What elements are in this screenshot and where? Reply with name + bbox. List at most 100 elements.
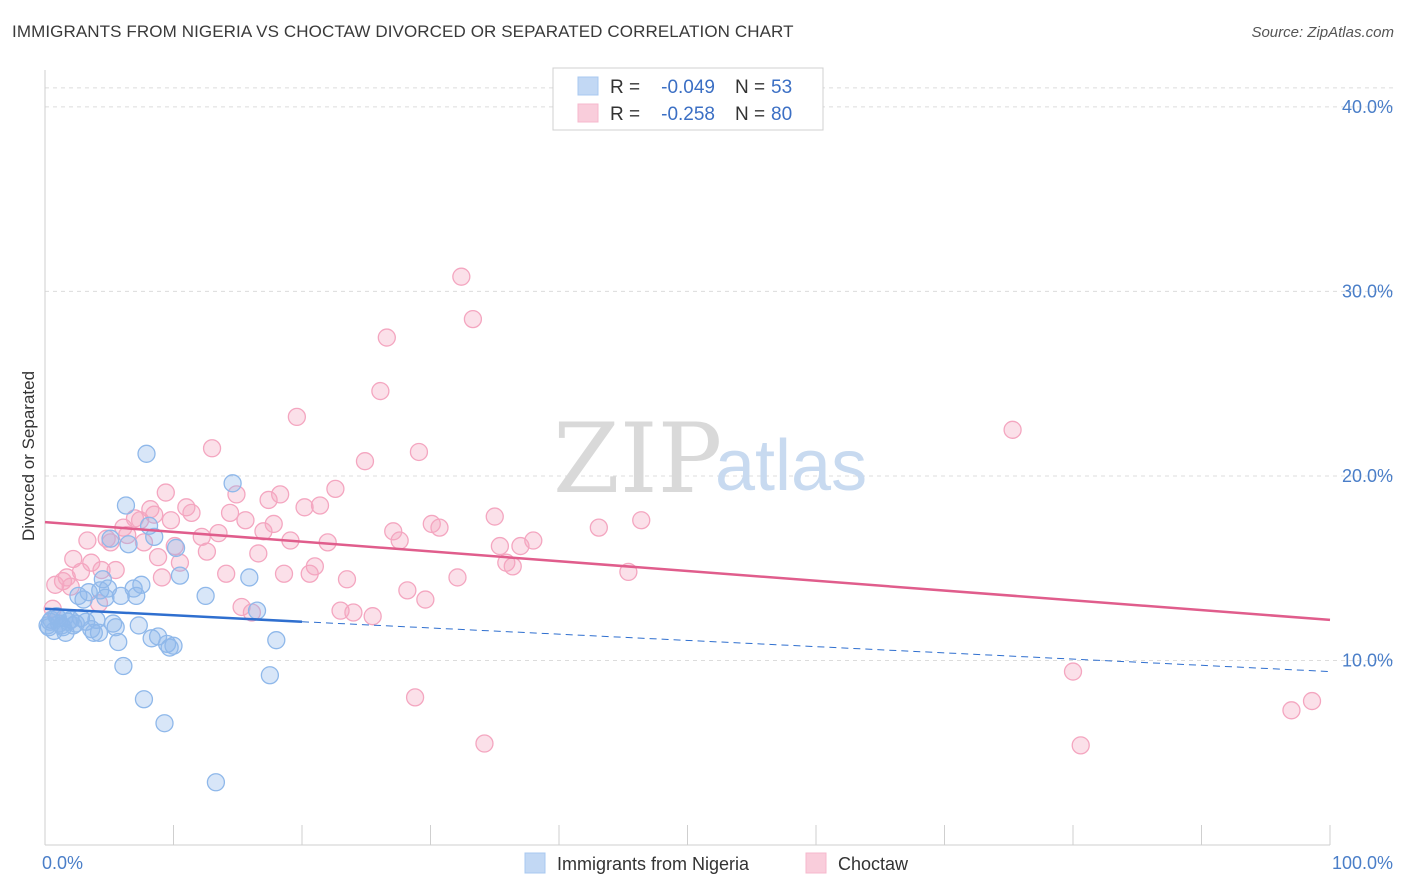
y-tick-label-2: 30.0% [1342,281,1393,301]
nigeria-point-38 [137,444,156,463]
choctaw-point-42 [264,514,283,534]
legend-r-label-1: R = [610,104,640,125]
choctaw-point-61 [390,531,409,550]
choctaw-point-82 [1063,662,1083,681]
watermark: ZIP atlas [553,403,867,515]
nigeria-trend-extension [301,621,1331,673]
choctaw-point-55 [344,603,363,622]
choctaw-point-43 [271,485,290,504]
nigeria-point-46 [164,636,183,655]
nigeria-point-50 [206,773,226,792]
choctaw-trend-line [44,520,1331,622]
nigeria-point-43 [155,714,174,733]
choctaw-point-78 [589,518,608,537]
choctaw-point-37 [236,511,255,530]
bottom-legend-label-nigeria: Immigrants from Nigeria [557,854,750,874]
choctaw-point-71 [475,734,494,753]
choctaw-point-7 [78,531,97,550]
choctaw-point-34 [220,503,240,523]
nigeria-point-54 [260,666,280,685]
nigeria-trend-line [44,607,303,623]
bottom-legend: Immigrants from Nigeria Choctaw [524,852,909,874]
choctaw-point-60 [384,522,403,541]
choctaw-point-85 [1302,691,1322,711]
choctaw-point-50 [310,496,330,515]
trend-lines [44,520,1331,673]
choctaw-point-8 [82,553,101,572]
legend-n-value-0: 53 [771,77,792,98]
nigeria-point-35 [129,616,148,635]
nigeria-point-22 [93,570,112,589]
data-points [38,267,1322,792]
choctaw-point-84 [1282,701,1301,720]
nigeria-point-47 [166,538,186,558]
nigeria-point-28 [109,632,128,652]
choctaw-point-83 [1071,736,1090,755]
choctaw-point-73 [490,536,510,556]
legend-r-label-0: R = [610,77,640,98]
choctaw-point-20 [145,505,164,524]
choctaw-point-69 [452,267,471,286]
legend-r-value-1: -0.258 [661,104,715,125]
nigeria-point-36 [132,575,151,594]
choctaw-point-59 [377,328,396,347]
choctaw-point-58 [371,381,390,401]
choctaw-point-65 [416,590,435,609]
axes [44,70,1331,846]
choctaw-point-63 [405,688,425,707]
nigeria-point-59 [53,618,73,637]
nigeria-point-32 [119,535,138,554]
nigeria-point-53 [247,601,267,620]
choctaw-point-75 [503,557,522,576]
legend-n-value-1: 80 [771,104,792,125]
choctaw-point-68 [448,568,467,587]
choctaw-point-23 [156,483,175,502]
choctaw-point-77 [524,531,543,550]
choctaw-point-72 [485,507,504,526]
y-tick-label-1: 20.0% [1342,466,1393,486]
choctaw-point-70 [463,309,483,329]
nigeria-point-34 [127,586,146,606]
choctaw-point-39 [249,544,268,563]
legend-swatch-0 [577,76,599,96]
choctaw-point-21 [148,547,168,567]
x-tick-label-0: 0.0% [42,853,83,873]
choctaw-point-18 [134,533,154,552]
choctaw-point-28 [182,503,201,523]
choctaw-point-56 [355,452,375,471]
nigeria-point-55 [267,631,286,650]
y-tick-labels: 10.0% 20.0% 30.0% 40.0% [1342,97,1393,671]
y-axis-label: Divorced or Separated [19,371,38,541]
choctaw-point-26 [170,553,190,572]
choctaw-point-62 [398,581,417,600]
nigeria-point-48 [170,566,190,585]
choctaw-point-49 [305,557,325,576]
bottom-legend-label-choctaw: Choctaw [838,854,909,874]
choctaw-point-24 [161,511,181,530]
watermark-atlas: atlas [715,426,867,506]
choctaw-point-13 [106,560,125,580]
choctaw-point-64 [409,442,429,462]
choctaw-point-47 [295,498,314,517]
choctaw-point-31 [202,439,222,458]
nigeria-point-49 [196,586,215,606]
choctaw-point-27 [177,498,196,517]
choctaw-point-57 [363,607,382,626]
choctaw-point-44 [274,564,294,583]
watermark-zip: ZIP [553,403,722,515]
nigeria-point-27 [106,618,125,637]
nigeria-point-25 [101,529,120,548]
choctaw-point-41 [259,490,278,510]
nigeria-point-37 [134,690,154,709]
choctaw-point-10 [92,560,111,580]
legend-swatch-1 [577,103,599,123]
choctaw-point-52 [326,479,345,499]
bottom-legend-swatch-nigeria [524,852,546,874]
choctaw-point-30 [197,542,217,561]
choctaw-point-67 [430,518,449,537]
choctaw-point-4 [61,577,80,596]
choctaw-point-22 [152,568,172,587]
nigeria-point-52 [240,568,259,587]
choctaw-point-35 [227,485,246,504]
